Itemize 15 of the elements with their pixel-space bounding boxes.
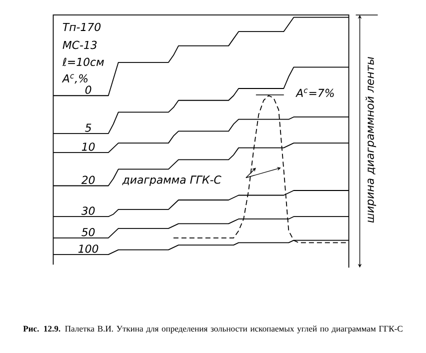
series-label: 30 <box>81 206 95 215</box>
series-label: 0 <box>85 85 92 94</box>
series-label: 50 <box>82 228 95 236</box>
series-label: 5 <box>85 124 92 132</box>
series-label: 10 <box>82 142 95 151</box>
annotation: ℓ=10см <box>62 58 104 66</box>
annotation: A$^{c}$=7% <box>296 88 334 97</box>
annotation: A$^{c}$,% <box>62 74 88 84</box>
series-label: 100 <box>78 244 98 253</box>
annotation: диаграмма ГГК-С <box>122 175 222 186</box>
annotation: Тп-170 <box>62 22 101 31</box>
annotation: МС-13 <box>62 40 97 49</box>
series-label: 20 <box>81 176 95 184</box>
text: Рис. 12.9. Палетка В.И. Уткина для определения зольности ископаемых углей по диаграммам ГГК-С <box>23 325 402 334</box>
y-axis-title: ширина диаграммной ленты <box>365 56 376 222</box>
